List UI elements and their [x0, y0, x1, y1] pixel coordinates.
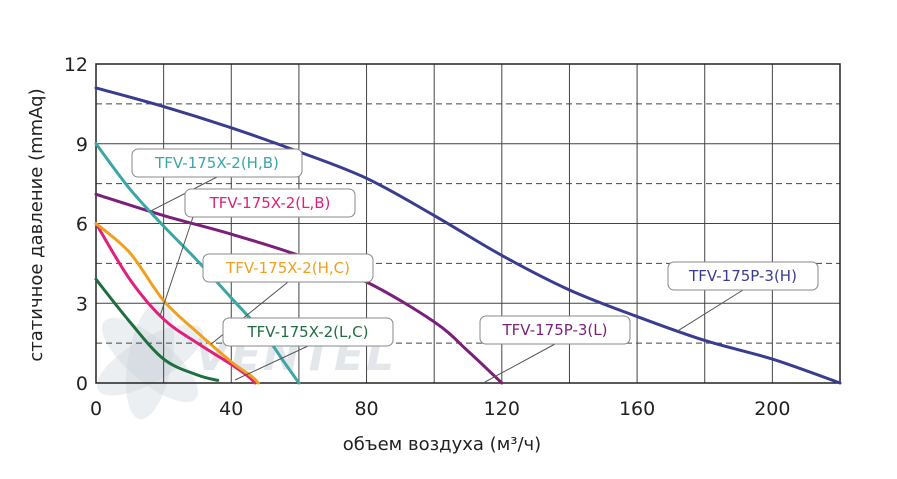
y-tick-label: 6 — [76, 214, 88, 236]
watermark: VENTEL — [96, 300, 394, 420]
watermark-blade — [101, 317, 199, 403]
callout-box — [479, 315, 631, 345]
x-axis-label: объем воздуха (м³/ч) — [343, 434, 541, 455]
x-tick-label: 200 — [754, 398, 790, 420]
tick-labels: 0 40 80 120 160 200 0 3 6 9 12 — [64, 54, 791, 420]
callout-leader — [159, 216, 194, 316]
watermark-blade — [96, 324, 204, 396]
callout-box — [131, 148, 303, 178]
callout-label: TFV-175P-3(H) — [688, 267, 797, 285]
y-tick-label: 0 — [76, 373, 88, 395]
callout-box — [202, 253, 374, 283]
callout-label: TFV-175X-2(L,C) — [246, 323, 368, 341]
callout-label: TFV-175P-3(L) — [502, 321, 608, 339]
x-tick-label: 120 — [484, 398, 520, 420]
callout-box — [184, 188, 356, 218]
callout-label: TFV-175X-2(H,B) — [154, 154, 279, 172]
callout-label: TFV-175X-2(H,C) — [225, 259, 350, 277]
series-line — [94, 222, 260, 385]
callout-box — [667, 261, 819, 291]
callout-leader — [677, 289, 744, 332]
series-line — [94, 222, 257, 385]
callout-label: TFV-175X-2(L,B) — [209, 194, 331, 212]
x-tick-label: 0 — [90, 398, 102, 420]
callout-box — [222, 317, 394, 347]
series-line — [94, 86, 842, 385]
callout-leader — [149, 176, 218, 212]
callout-leader — [484, 343, 556, 383]
y-tick-label: 3 — [76, 293, 88, 315]
x-tick-label: 40 — [219, 398, 243, 420]
x-tick-label: 160 — [619, 398, 655, 420]
x-tick-label: 80 — [354, 398, 378, 420]
y-tick-label: 9 — [76, 134, 88, 156]
y-axis-label: статичное давление (mmAq) — [26, 88, 47, 361]
callout-leader — [234, 345, 309, 381]
series-line — [94, 277, 220, 382]
y-tick-label: 12 — [64, 54, 88, 76]
series-callouts: TFV-175X-2(H,B) TFV-175X-2(L,B) TFV-175X-2… — [131, 148, 819, 383]
